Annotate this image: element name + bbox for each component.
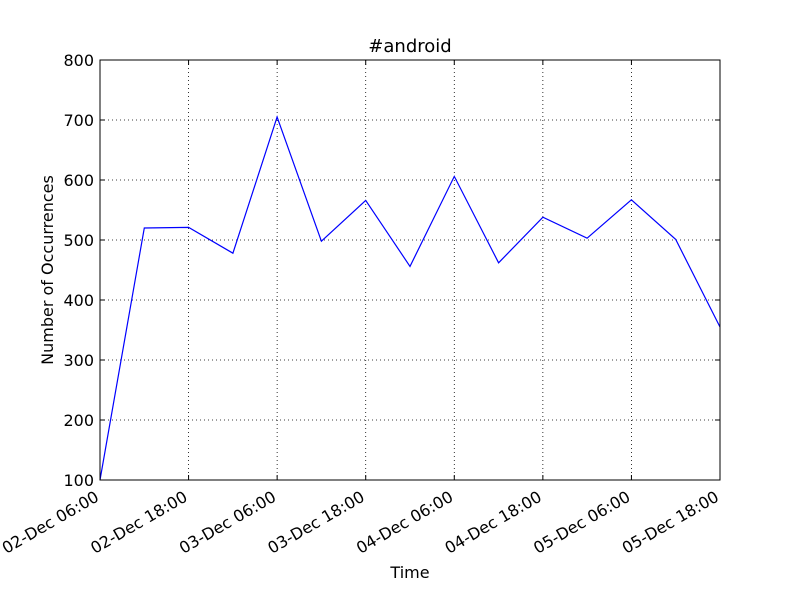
ticks: 100 200 300 400 500 600 700 800 02-Dec 06:0002-D… [0, 51, 722, 558]
x-axis-label: Time [389, 563, 429, 582]
series-line-0 [99, 115, 721, 481]
x-tick-label: 03-Dec 06:00 [176, 487, 279, 558]
data-point [453, 175, 456, 178]
data-point [497, 261, 500, 264]
y-tick-label: 100 [63, 471, 94, 490]
data-point [409, 265, 412, 268]
y-tick-label: 700 [63, 111, 94, 130]
data-point [674, 238, 677, 241]
data-point [541, 216, 544, 219]
series-layer [99, 115, 721, 481]
chart-title: #android [368, 36, 451, 57]
x-tick-label: 05-Dec 06:00 [530, 487, 633, 558]
x-tick-label: 04-Dec 06:00 [353, 487, 456, 558]
data-point [630, 198, 633, 201]
x-tick-label: 02-Dec 18:00 [87, 487, 190, 558]
y-tick-label: 600 [63, 171, 94, 190]
data-point [276, 116, 279, 119]
x-tick-label: 04-Dec 18:00 [442, 487, 545, 558]
y-tick-label: 800 [63, 51, 94, 70]
x-tick-label: 05-Dec 18:00 [619, 487, 722, 558]
grid [100, 60, 720, 480]
x-tick-label: 03-Dec 18:00 [264, 487, 367, 558]
data-point [187, 226, 190, 229]
data-point [320, 240, 323, 243]
y-tick-label: 200 [63, 411, 94, 430]
data-point [586, 237, 589, 240]
x-tick-label: 02-Dec 06:00 [0, 487, 102, 558]
y-tick-label: 500 [63, 231, 94, 250]
y-tick-label: 400 [63, 291, 94, 310]
y-tick-label: 300 [63, 351, 94, 370]
data-point [143, 227, 146, 230]
data-point [231, 252, 234, 255]
plot-frame [99, 59, 721, 481]
y-axis-label: Number of Occurrences [38, 175, 57, 365]
data-point [364, 199, 367, 202]
